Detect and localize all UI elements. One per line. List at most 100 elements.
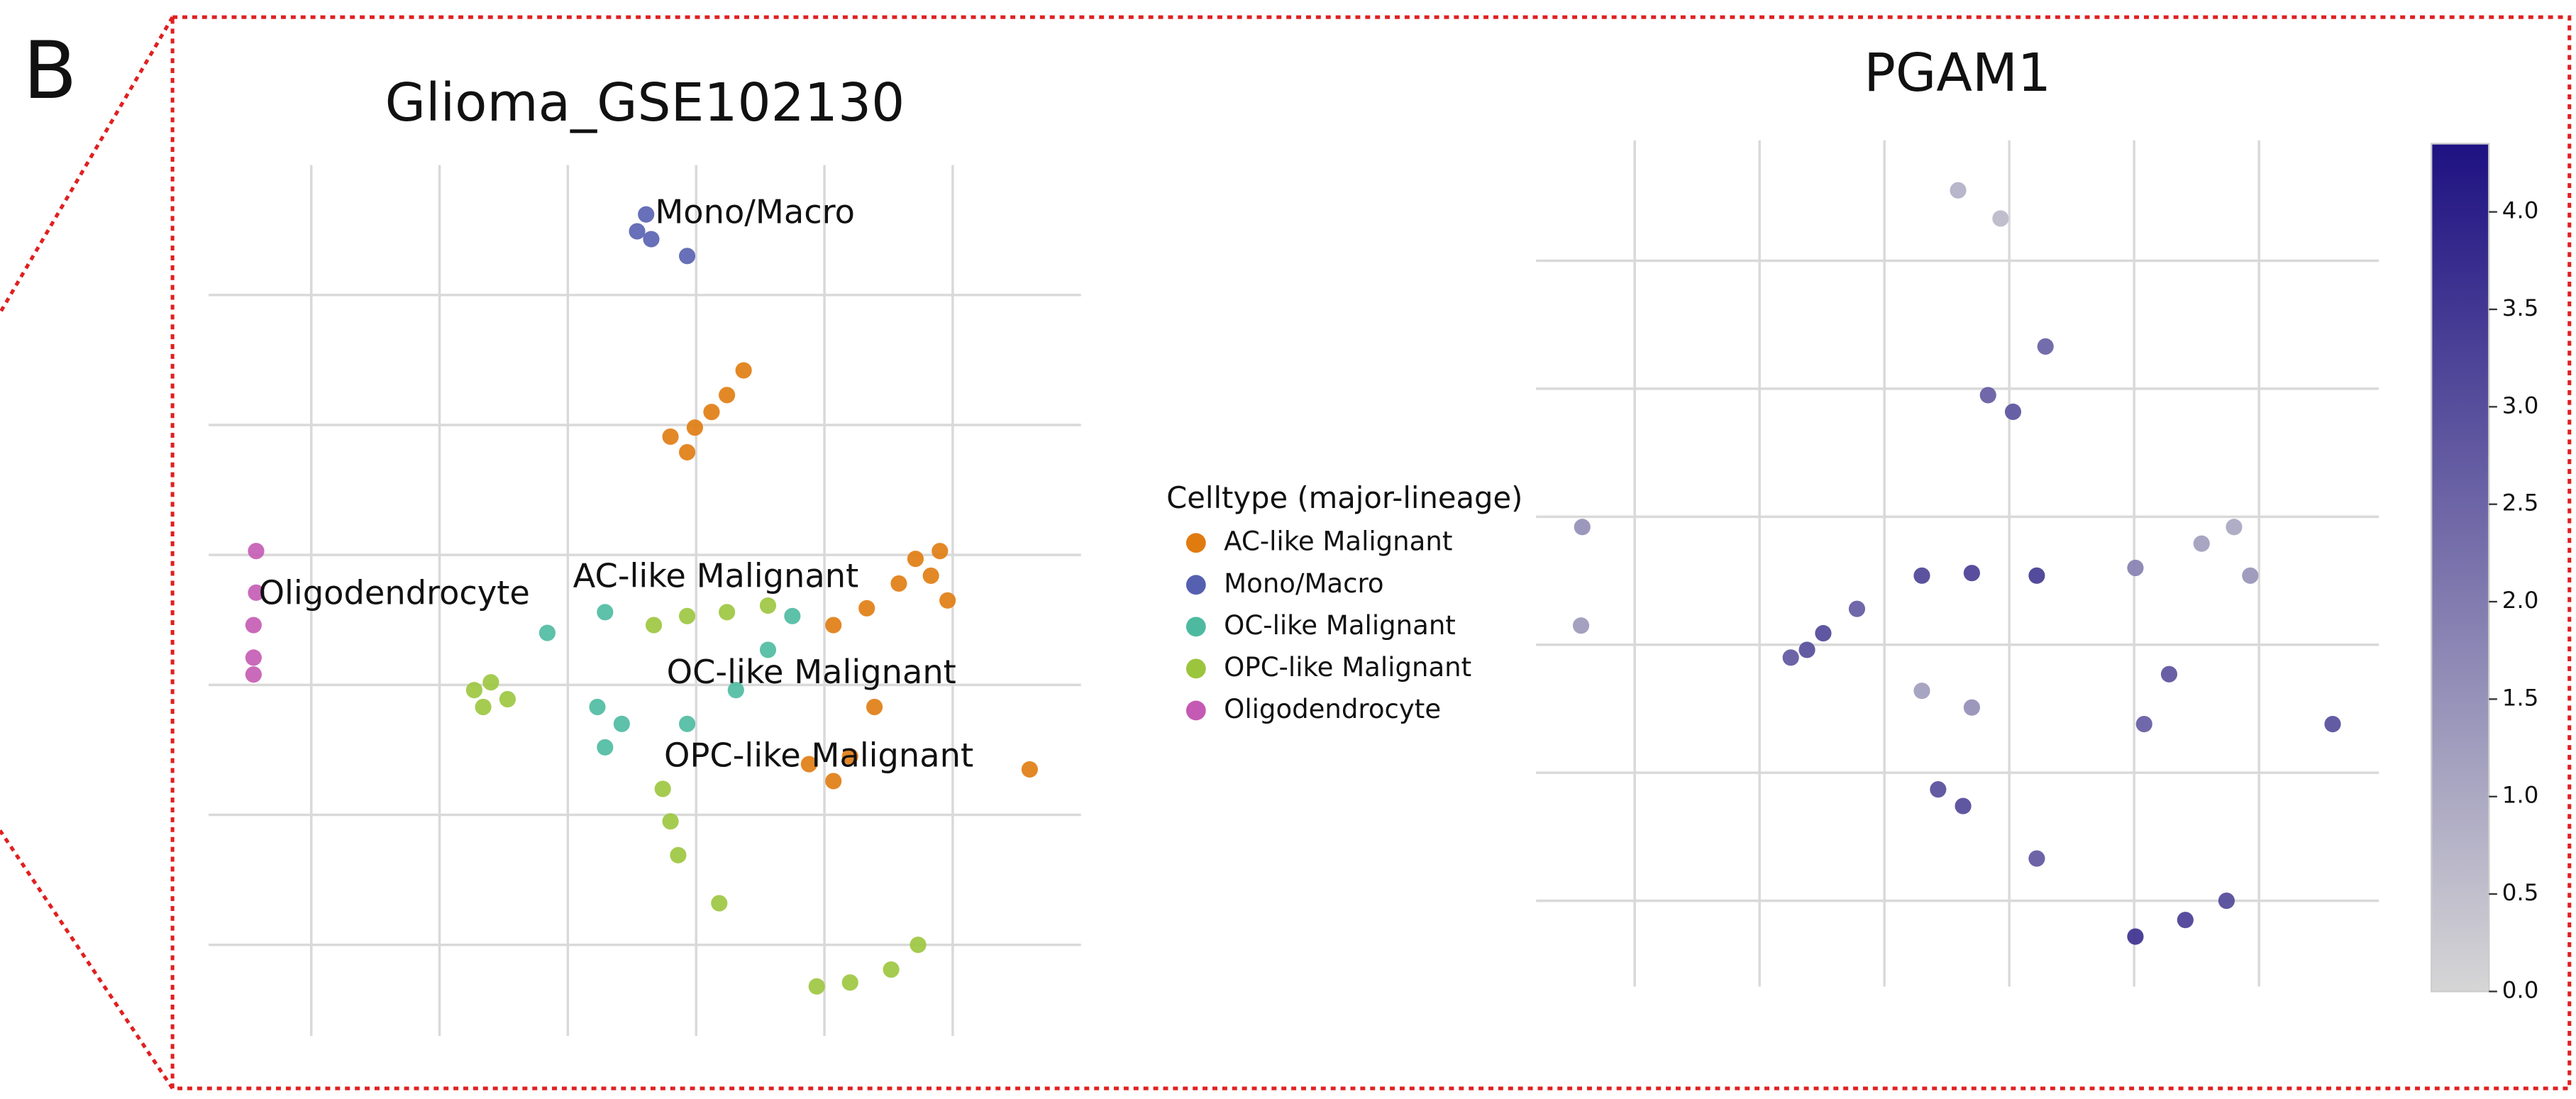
legend-label: AC-like Malignant	[1224, 526, 1452, 557]
point	[1782, 649, 1799, 666]
point	[890, 575, 907, 592]
point	[645, 617, 663, 634]
colorbar-tick-label: 1.5	[2502, 684, 2539, 711]
point	[825, 773, 842, 790]
point	[735, 362, 752, 379]
point	[2177, 912, 2194, 929]
point	[245, 617, 262, 634]
colorbar-tick-label: 0.5	[2502, 879, 2539, 906]
zoom-connector	[0, 829, 175, 1090]
point	[2028, 567, 2045, 584]
point	[932, 543, 949, 560]
point	[2127, 928, 2144, 945]
chart-title: PGAM1	[1864, 43, 2051, 104]
legend-title: Celltype (major-lineage)	[1166, 480, 1522, 515]
point	[910, 937, 927, 954]
point	[866, 698, 883, 716]
point	[679, 248, 696, 265]
point	[1798, 641, 1815, 658]
point	[538, 624, 556, 641]
point	[907, 551, 924, 568]
cluster-label: OPC-like Malignant	[664, 736, 973, 774]
point	[679, 607, 696, 624]
point	[686, 419, 704, 436]
point	[2004, 403, 2022, 420]
point	[883, 961, 900, 978]
point	[1979, 387, 1996, 404]
point	[589, 698, 606, 716]
point	[1572, 617, 1590, 634]
point	[1930, 781, 1947, 798]
point	[825, 617, 842, 634]
point	[1963, 565, 1980, 582]
point	[1955, 797, 1972, 814]
point	[1950, 182, 1967, 199]
point	[248, 543, 265, 560]
point	[662, 813, 679, 830]
point	[597, 739, 614, 756]
legend-marker	[1185, 533, 1206, 553]
legend-label: OC-like Malignant	[1224, 610, 1456, 641]
point	[662, 428, 679, 446]
point	[858, 600, 875, 617]
legend-marker	[1185, 700, 1206, 721]
point	[245, 649, 262, 666]
legend-label: Oligodendrocyte	[1224, 694, 1441, 724]
point	[1992, 210, 2009, 227]
point	[613, 715, 630, 732]
point	[2028, 850, 2045, 867]
point	[800, 756, 817, 773]
legend-marker	[1185, 617, 1206, 637]
point	[1913, 683, 1930, 700]
cluster-label: Oligodendrocyte	[259, 573, 530, 612]
point	[2193, 535, 2210, 552]
colorbar-tick-label: 3.5	[2502, 294, 2539, 321]
colorbar-tick-label: 2.5	[2502, 490, 2539, 517]
point	[245, 666, 262, 683]
point	[2127, 559, 2144, 577]
point	[475, 698, 492, 716]
point	[1848, 600, 1866, 617]
cluster-label: AC-like Malignant	[573, 557, 859, 595]
point	[759, 597, 777, 614]
cluster-label: OC-like Malignant	[667, 653, 956, 691]
point	[784, 607, 801, 624]
zoom-connector	[0, 16, 175, 314]
colorbar-tick-label: 1.0	[2502, 782, 2539, 809]
point	[808, 978, 825, 995]
zoom-frame	[170, 15, 2572, 1090]
point	[1815, 624, 1832, 642]
point	[759, 641, 777, 658]
cluster-label: Mono/Macro	[655, 193, 855, 231]
point	[1963, 699, 1980, 716]
colorbar-tick-label: 4.0	[2502, 197, 2539, 224]
point	[654, 780, 671, 797]
colorbar	[2431, 143, 2490, 993]
colorbar-tick-label: 0.0	[2502, 976, 2539, 1003]
point	[2226, 519, 2243, 536]
point	[2037, 338, 2054, 355]
point	[2160, 666, 2178, 683]
legend-label: Mono/Macro	[1224, 568, 1383, 599]
point	[2135, 716, 2152, 733]
point	[465, 682, 482, 699]
point	[939, 592, 956, 609]
legend-marker	[1185, 575, 1206, 595]
point	[2324, 716, 2341, 733]
point	[727, 682, 744, 699]
point	[1913, 567, 1930, 584]
chart-title: Glioma_GSE102130	[385, 72, 905, 133]
point	[1021, 761, 1038, 778]
point	[2242, 567, 2259, 584]
point	[482, 674, 499, 691]
point	[499, 690, 516, 708]
point	[719, 604, 736, 621]
colorbar-tick-label: 3.0	[2502, 392, 2539, 419]
point	[719, 387, 736, 404]
point	[841, 748, 858, 765]
point	[2218, 893, 2235, 910]
point	[597, 604, 614, 621]
colorbar-tick-label: 2.0	[2502, 587, 2539, 614]
